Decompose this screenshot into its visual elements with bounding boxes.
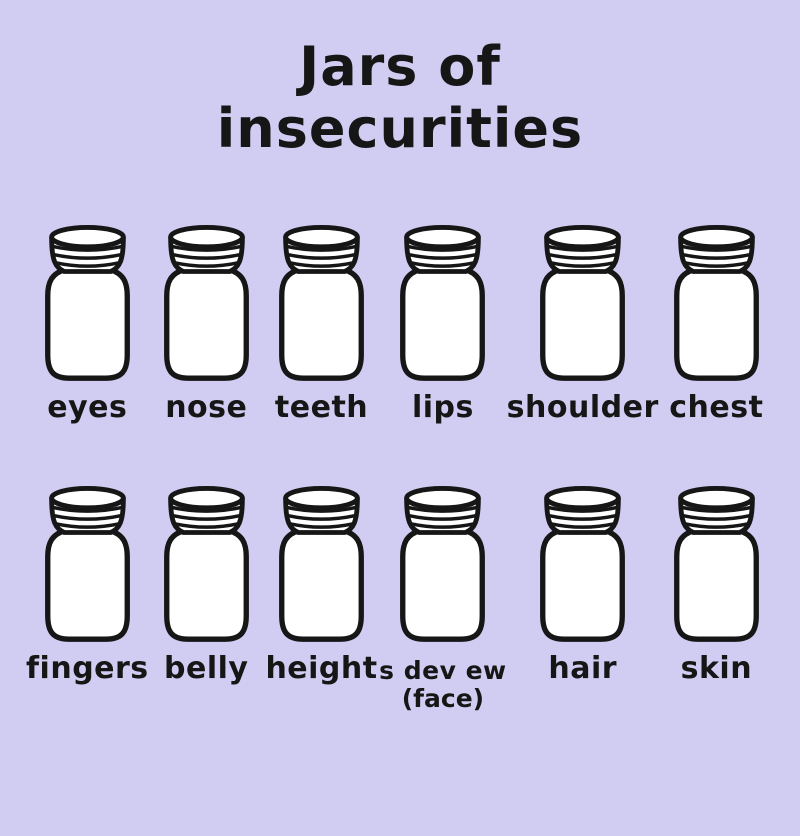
jar-icon xyxy=(39,224,136,383)
jar-label: lips xyxy=(411,390,474,426)
jar-item-sdevew-face: s dev ew (face) xyxy=(379,485,507,711)
jar-label: teeth xyxy=(274,390,369,426)
jar-item-teeth: teeth xyxy=(273,224,370,423)
jar-item-fingers: fingers xyxy=(26,485,149,684)
jar-item-skin: skin xyxy=(668,485,765,684)
page-title: Jars of insecurities xyxy=(0,35,800,161)
jar-label: belly xyxy=(164,651,249,687)
jar-item-shoulder: shoulder xyxy=(507,224,659,423)
jar-icon xyxy=(534,485,631,644)
jar-label: eyes xyxy=(47,390,128,426)
jar-item-hair: hair xyxy=(534,485,631,684)
jar-label: hair xyxy=(548,651,618,687)
jar-item-belly: belly xyxy=(158,485,255,684)
jar-label: nose xyxy=(165,390,248,426)
jar-label: chest xyxy=(669,390,764,426)
jar-icon xyxy=(158,224,255,383)
jar-icon xyxy=(273,224,370,383)
jar-label: shoulder xyxy=(506,390,659,426)
jar-item-height: height xyxy=(265,485,377,684)
jar-icon xyxy=(394,224,491,383)
title-line-1: Jars of xyxy=(299,35,501,98)
jar-sublabel: (face) xyxy=(401,684,485,714)
title-line-2: insecurities xyxy=(216,97,584,161)
jar-icon xyxy=(668,224,765,383)
jar-icon xyxy=(534,224,631,383)
jar-label: skin xyxy=(680,651,753,687)
jar-icon xyxy=(158,485,255,644)
jar-grid: eyes nose teeth lips shoulder chest fing… xyxy=(26,224,774,711)
jar-label: s dev ew xyxy=(379,656,507,686)
jar-icon xyxy=(668,485,765,644)
jar-icon xyxy=(394,485,491,644)
page: { "page": { "background_color": "#d1ccf1… xyxy=(0,35,800,836)
jar-item-eyes: eyes xyxy=(39,224,136,423)
jar-icon xyxy=(273,485,370,644)
illustration-canvas: Jars of insecurities eyes nose xyxy=(0,35,800,836)
jar-label: fingers xyxy=(26,651,149,687)
jar-item-nose: nose xyxy=(158,224,255,423)
jar-item-chest: chest xyxy=(668,224,765,423)
jar-icon xyxy=(39,485,136,644)
jar-label: height xyxy=(265,651,378,687)
jar-item-lips: lips xyxy=(394,224,491,423)
